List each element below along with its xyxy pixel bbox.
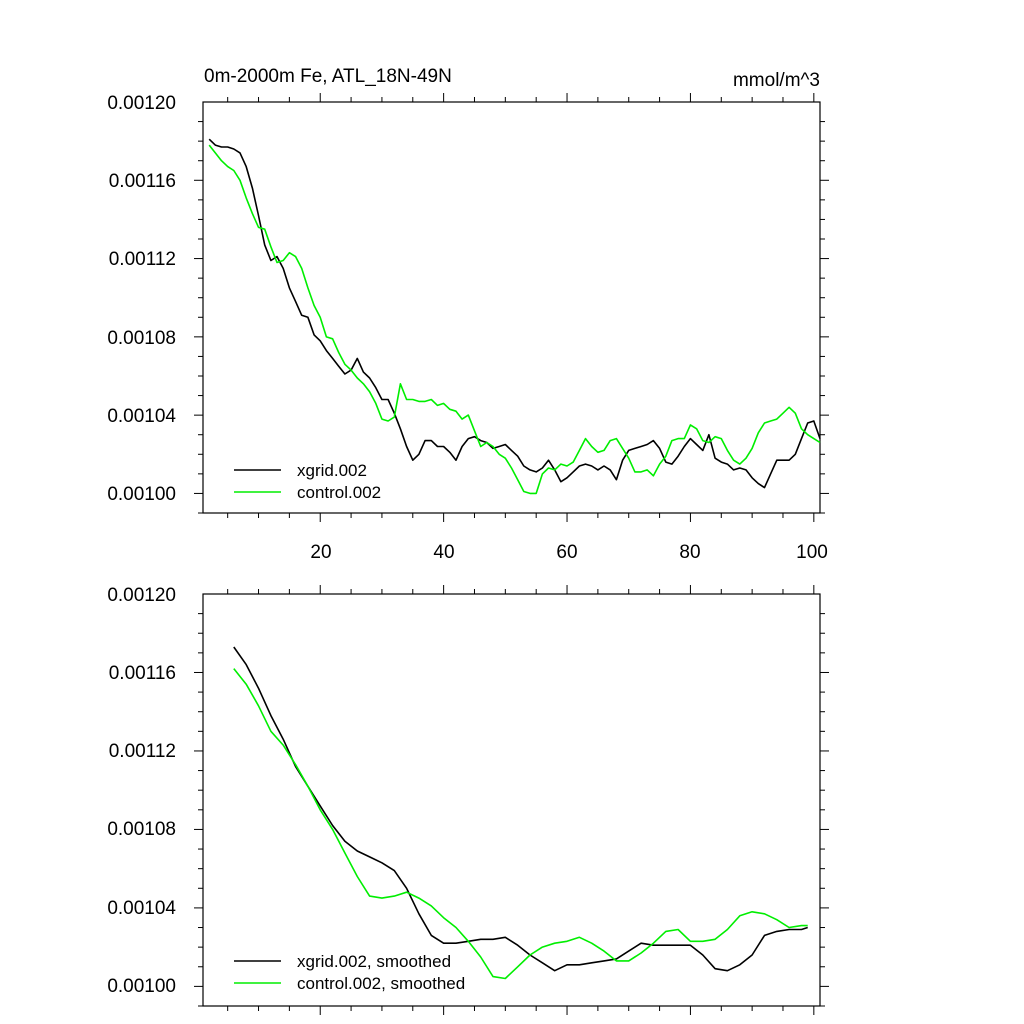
top-legend: xgrid.002 control.002 bbox=[234, 461, 381, 502]
top-x-tick-label: 60 bbox=[556, 542, 577, 563]
legend-label-xgrid: xgrid.002 bbox=[297, 461, 367, 480]
bottom-y-tick-labels: 0.00120 0.00116 0.00112 0.00108 0.00104 … bbox=[107, 585, 176, 997]
top-x-tick-labels: 20 40 60 80 100 bbox=[310, 542, 827, 563]
top-y-tick-label: 0.00112 bbox=[109, 249, 176, 270]
top-y-tick-label: 0.00120 bbox=[107, 93, 176, 114]
legend-label-xgrid-smoothed: xgrid.002, smoothed bbox=[297, 952, 451, 971]
bottom-panel: 0.00120 0.00116 0.00112 0.00108 0.00104 … bbox=[107, 585, 829, 1015]
bottom-series-lines bbox=[233, 646, 808, 980]
series-line-control-002 bbox=[208, 144, 821, 495]
top-x-tick-label: 80 bbox=[679, 542, 700, 563]
top-plot-frame bbox=[202, 101, 821, 514]
bottom-tick-marks bbox=[194, 585, 829, 1015]
top-panel-units: mmol/m^3 bbox=[733, 70, 820, 91]
bottom-y-tick-label: 0.00112 bbox=[109, 741, 176, 762]
bottom-y-tick-label: 0.00104 bbox=[107, 898, 176, 919]
top-y-tick-label: 0.00108 bbox=[107, 328, 176, 349]
bottom-legend: xgrid.002, smoothed control.002, smoothe… bbox=[234, 952, 465, 993]
top-tick-marks bbox=[194, 93, 829, 522]
series-line-xgrid-002-smoothed bbox=[233, 646, 808, 972]
top-panel: 0m-2000m Fe, ATL_18N-49N mmol/m^3 0.0012… bbox=[107, 66, 829, 563]
top-y-tick-label: 0.00100 bbox=[107, 484, 176, 505]
top-y-tick-label: 0.00116 bbox=[109, 171, 176, 192]
top-x-tick-label: 40 bbox=[433, 542, 454, 563]
bottom-y-tick-label: 0.00116 bbox=[109, 663, 176, 684]
top-x-tick-label: 100 bbox=[796, 542, 828, 563]
bottom-y-tick-label: 0.00120 bbox=[107, 585, 176, 606]
series-line-xgrid-002 bbox=[208, 138, 821, 489]
legend-label-control: control.002 bbox=[297, 483, 381, 502]
top-panel-title: 0m-2000m Fe, ATL_18N-49N bbox=[204, 66, 452, 87]
bottom-y-tick-label: 0.00108 bbox=[107, 819, 176, 840]
top-series-lines bbox=[208, 138, 821, 495]
legend-label-control-smoothed: control.002, smoothed bbox=[297, 974, 465, 993]
bottom-y-tick-label: 0.00100 bbox=[107, 976, 176, 997]
series-line-control-002-smoothed bbox=[233, 668, 808, 980]
bottom-plot-frame bbox=[202, 593, 821, 1007]
top-x-tick-label: 20 bbox=[310, 542, 331, 563]
top-y-tick-label: 0.00104 bbox=[107, 406, 176, 427]
top-y-tick-labels: 0.00120 0.00116 0.00112 0.00108 0.00104 … bbox=[107, 93, 176, 505]
